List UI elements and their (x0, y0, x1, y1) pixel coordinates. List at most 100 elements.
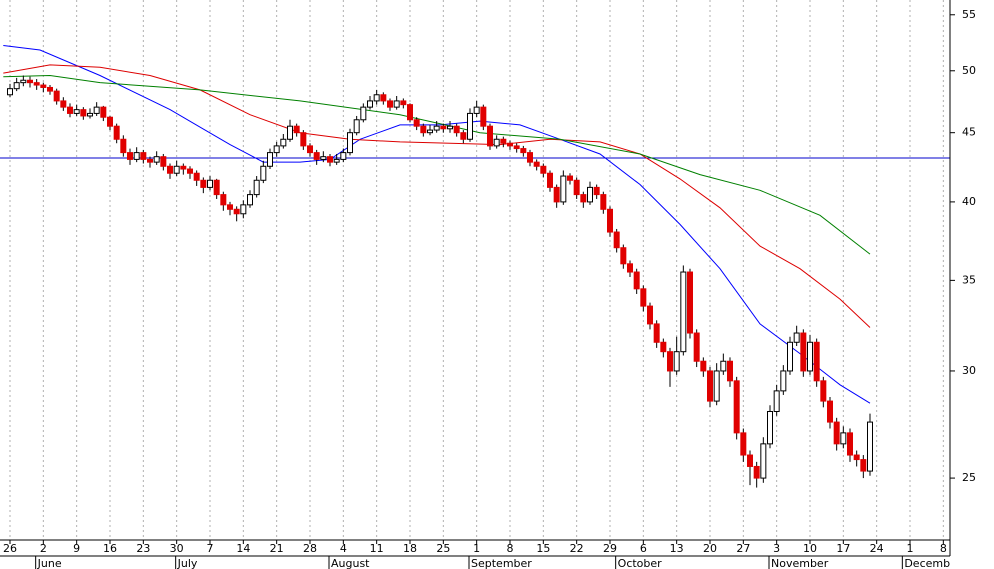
candle-body (640, 288, 647, 307)
candle-body (320, 156, 327, 160)
x-tick-label: 9 (73, 542, 80, 555)
candle-body (27, 79, 33, 84)
candle-body (833, 421, 840, 445)
x-tick-label: 10 (803, 542, 817, 555)
x-tick-label: 16 (103, 542, 117, 555)
candle-body (633, 271, 640, 290)
x-tick-label: 24 (870, 542, 884, 555)
y-tick-label: 55 (962, 8, 976, 21)
x-tick-label: 2 (40, 542, 47, 555)
candle-body (727, 360, 733, 382)
candle-body (167, 165, 173, 174)
candle-body (827, 400, 833, 423)
candle-body (460, 132, 467, 140)
candle-body (287, 125, 293, 140)
candle-body (127, 152, 133, 160)
month-label: October (618, 557, 662, 569)
candle-body (800, 332, 807, 372)
x-tick-label: 28 (303, 542, 317, 555)
candle-body (593, 186, 600, 196)
candle-body (53, 90, 60, 102)
candle-body (293, 125, 300, 134)
x-tick-label: 17 (836, 542, 850, 555)
candle-body (513, 145, 520, 150)
candle-body (240, 204, 247, 215)
candle-body (693, 332, 700, 362)
x-tick-label: 21 (270, 542, 284, 555)
candle-body (660, 341, 667, 353)
candle-body (80, 109, 87, 117)
candle-body (553, 186, 560, 203)
candle-body (713, 370, 720, 402)
candle-body (647, 305, 653, 325)
y-tick-label: 25 (962, 471, 976, 484)
candle-body (613, 231, 620, 249)
candle-body (560, 175, 567, 203)
candle-body (193, 172, 200, 181)
x-tick-label: 20 (703, 542, 717, 555)
candle-body (213, 179, 220, 196)
candle-body (813, 341, 820, 382)
candle-body (300, 132, 307, 147)
candle-body (447, 125, 453, 130)
candle-body (427, 129, 433, 134)
moving-average-line (3, 45, 871, 404)
candle-body (87, 112, 93, 117)
candle-body (327, 156, 333, 163)
candle-body (147, 158, 153, 163)
candle-body (867, 421, 873, 472)
candle-body (60, 100, 67, 108)
candle-body (333, 158, 340, 163)
candle-body (747, 454, 753, 467)
x-tick-label: 7 (207, 542, 214, 555)
candle-body (113, 125, 120, 140)
candle-body (620, 247, 627, 265)
candle-body (207, 179, 213, 188)
candle-body (187, 168, 193, 174)
candle-body (540, 165, 547, 174)
candle-body (680, 271, 687, 353)
candle-body (733, 380, 740, 434)
x-tick-label: 14 (236, 542, 250, 555)
month-label: Decemb (904, 557, 950, 569)
candle-body (687, 271, 693, 334)
candle-body (587, 186, 593, 203)
candle-body (520, 148, 527, 154)
candle-body (607, 208, 613, 233)
candle-body (853, 454, 860, 461)
candle-body (220, 194, 227, 206)
x-tick-label: 30 (170, 542, 184, 555)
month-label: August (331, 557, 370, 569)
x-tick-label: 8 (507, 542, 514, 555)
candle-body (847, 432, 853, 456)
candle-body (200, 179, 207, 188)
x-tick-label: 23 (136, 542, 150, 555)
candle-body (47, 86, 53, 92)
candle-body (313, 152, 320, 160)
candle-body (533, 161, 540, 167)
moving-averages (0, 45, 950, 404)
candle-body (487, 125, 493, 147)
candle-body (567, 175, 573, 181)
candle-body (507, 142, 513, 147)
candle-body (120, 138, 127, 154)
candle-body (420, 125, 427, 134)
candle-body (500, 138, 507, 144)
candle-body (667, 351, 673, 372)
candle-body (100, 106, 107, 118)
candle-body (360, 106, 367, 121)
candle-body (467, 112, 473, 140)
candle-body (860, 459, 867, 472)
candle-body (393, 100, 400, 108)
x-tick-label: 8 (940, 542, 947, 555)
candle-body (267, 152, 273, 167)
candle-body (840, 432, 847, 445)
candle-body (7, 88, 13, 96)
month-label: November (771, 557, 829, 569)
candle-body (307, 145, 313, 154)
candle-body (473, 106, 480, 114)
candle-body (160, 156, 167, 167)
candle-body (753, 465, 760, 479)
